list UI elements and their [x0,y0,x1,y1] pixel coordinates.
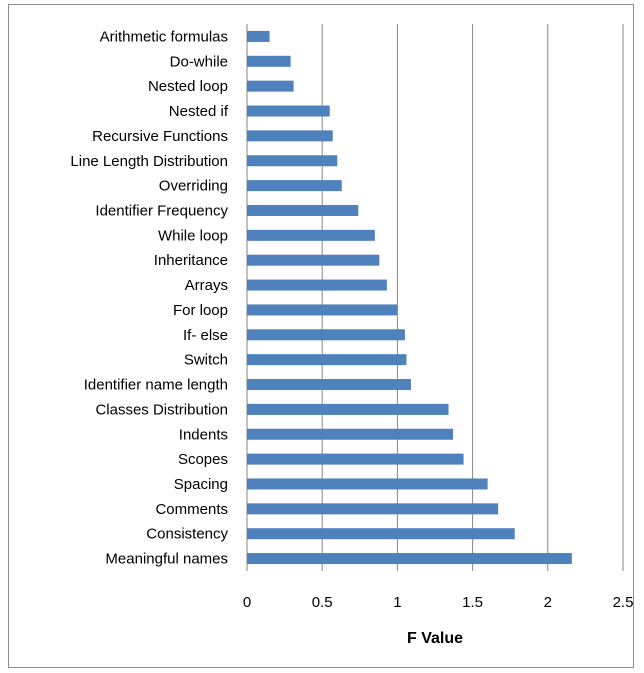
category-label: Overriding [159,178,228,195]
bar [247,180,342,192]
x-tick-label: 1 [393,594,401,611]
x-tick-label: 1.5 [462,594,483,611]
bar [247,478,488,490]
category-label: Identifier Frequency [95,202,228,219]
bar [247,254,380,266]
bar [247,403,449,415]
x-tick-label: 0.5 [312,594,333,611]
bar [247,55,291,67]
bar [247,80,294,92]
bar-series [247,30,572,565]
category-label: Recursive Functions [92,128,228,145]
category-label: Consistency [146,526,228,543]
category-label: Scopes [178,451,228,468]
category-labels: Arithmetic formulas Do-while Nested loop Ne… [70,28,228,567]
bar [247,503,499,515]
category-label: Arithmetic formulas [100,28,228,45]
x-tick-labels: 0 0.5 1 1.5 2 2.5 [243,594,634,611]
category-label: For loop [173,302,228,319]
bar [247,528,515,540]
bar [247,130,333,142]
category-label: Indents [179,426,228,443]
x-axis-title: F Value [407,630,463,647]
category-label: Nested if [169,103,229,120]
category-label: Line Length Distribution [70,153,228,170]
bar [247,229,375,241]
bar [247,553,572,565]
bar [247,105,330,117]
bar [247,354,407,366]
x-tick-label: 2 [544,594,552,611]
category-label: Inheritance [154,252,228,269]
bar [247,453,464,465]
category-label: Classes Distribution [95,401,228,418]
category-label: Arrays [185,277,228,294]
category-label: Switch [184,352,228,369]
bar [247,329,405,341]
category-label: While loop [158,227,228,244]
bar [247,204,359,216]
category-label: Comments [155,501,228,518]
category-label: Do-while [170,53,228,70]
category-label: Identifier name length [84,377,228,394]
bar [247,279,387,291]
category-label: Nested loop [148,78,228,95]
bar [247,30,270,42]
category-label: Meaningful names [105,551,228,568]
x-tick-label: 0 [243,594,251,611]
bar [247,379,411,391]
category-label: Spacing [174,476,228,493]
x-tick-label: 2.5 [613,594,634,611]
bar [247,155,338,167]
bar [247,428,454,440]
bar [247,304,398,316]
category-label: If- else [183,327,228,344]
